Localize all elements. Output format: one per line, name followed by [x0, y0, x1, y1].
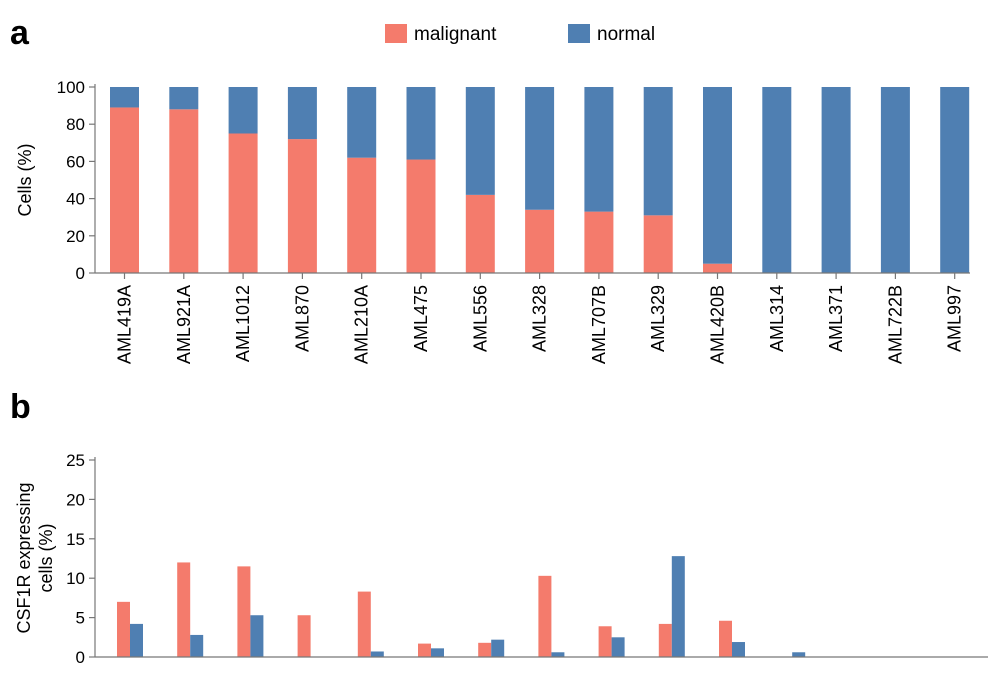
- legend-swatch-malignant: [385, 24, 407, 43]
- chart-a-xtick-label: AML329: [648, 285, 668, 352]
- chart-a-xtick-label: AML707B: [589, 285, 609, 364]
- bar-b-aml329-normal: [671, 556, 685, 657]
- bar-a-aml210a-normal: [347, 87, 377, 158]
- bar-b-aml419a-normal: [130, 623, 143, 657]
- bar-a-aml420b-malignant: [703, 263, 732, 273]
- bar-b-aml328-malignant: [538, 575, 552, 657]
- chart-a-xtick-label: AML420B: [708, 285, 728, 364]
- chart-a-xtick-label: AML210A: [352, 285, 372, 364]
- chart-a-xtick-label: AML475: [411, 285, 431, 352]
- chart-a-ytick-label: 100: [57, 78, 85, 97]
- bar-a-aml707b-normal: [584, 87, 614, 212]
- chart-a-xtick-label: AML722B: [885, 285, 905, 364]
- bar-b-aml556-normal: [491, 639, 505, 657]
- bar-a-aml419a-normal: [110, 87, 139, 108]
- chart-b-ytick-label: 15: [66, 530, 85, 549]
- chart-b-ytick-label: 20: [66, 490, 85, 509]
- legend: malignant normal: [385, 24, 655, 45]
- bar-b-aml419a-malignant: [117, 601, 130, 657]
- chart-a-xtick-label: AML997: [945, 285, 965, 352]
- bar-b-aml707b-normal: [611, 637, 625, 657]
- bar-a-aml328-malignant: [525, 209, 555, 273]
- chart-a-ytick-label: 40: [66, 190, 85, 209]
- panel-b-label: b: [10, 388, 31, 426]
- bar-a-aml870-malignant: [287, 139, 317, 273]
- bar-b-aml707b-malignant: [598, 626, 612, 657]
- bar-a-aml329-normal: [643, 87, 673, 216]
- chart-b-ytick-label: 5: [76, 609, 85, 628]
- bar-b-aml1012-normal: [250, 615, 264, 657]
- bar-a-aml921a-normal: [169, 87, 199, 110]
- chart-a-ytick-label: 20: [66, 227, 85, 246]
- chart-a-xtick-label: AML314: [767, 285, 787, 352]
- bar-a-aml419a-malignant: [110, 107, 139, 274]
- bar-a-aml475-malignant: [406, 159, 436, 273]
- bar-a-aml556-malignant: [465, 194, 495, 273]
- bar-b-aml556-malignant: [478, 642, 492, 657]
- bar-b-aml921a-malignant: [177, 562, 191, 657]
- chart-a-ytick-label: 60: [66, 152, 85, 171]
- bar-b-aml475-malignant: [418, 643, 431, 657]
- chart-a-xtick-label: AML870: [292, 285, 312, 352]
- bar-a-aml420b-normal: [703, 87, 732, 264]
- bar-a-aml1012-malignant: [228, 133, 258, 273]
- bar-b-aml329-malignant: [658, 623, 672, 657]
- chart-a-x-axis: AML419A AML921A AML1012 AML870 AML210A AML475…: [115, 273, 965, 364]
- chart-b-ytick-label: 25: [66, 451, 85, 470]
- chart-a-xtick-label: AML921A: [174, 285, 194, 364]
- chart-b-ytick-label: 0: [76, 648, 85, 667]
- chart-a-xtick-label: AML371: [826, 285, 846, 352]
- panel-a-label: a: [10, 14, 30, 52]
- chart-a-xtick-label: AML556: [470, 285, 490, 352]
- chart-b-ytick-label: 10: [66, 569, 85, 588]
- bar-a-aml475-normal: [406, 87, 436, 160]
- bar-b-aml314-normal: [792, 652, 806, 657]
- chart-a-xtick-label: AML1012: [233, 285, 253, 362]
- bar-a-aml328-normal: [525, 87, 555, 210]
- bar-b-aml475-normal: [431, 648, 444, 657]
- bar-b-aml420b-malignant: [719, 620, 732, 657]
- bar-a-aml870-normal: [287, 87, 317, 140]
- bar-a-aml314-normal: [762, 87, 792, 273]
- chart-a-xtick-label: AML419A: [115, 285, 135, 364]
- bar-b-aml210a-normal: [370, 651, 384, 657]
- chart-a-ytick-label: 80: [66, 115, 85, 134]
- chart-b-ylabel-line1: CSF1R expressing: [14, 482, 34, 633]
- chart-b: CSF1R expressing cells (%) 0 5 10 15 20 25: [14, 451, 988, 667]
- bar-a-aml997-normal: [940, 87, 970, 273]
- bar-b-aml870-malignant: [297, 615, 311, 657]
- bar-b-aml1012-malignant: [237, 566, 251, 657]
- bar-a-aml329-malignant: [643, 215, 673, 273]
- bar-a-aml371-normal: [821, 87, 851, 273]
- bar-a-aml210a-malignant: [347, 157, 377, 273]
- bar-a-aml1012-normal: [228, 87, 258, 134]
- bar-b-aml328-normal: [551, 652, 565, 657]
- bar-a-aml722b-normal: [880, 87, 910, 273]
- chart-b-y-axis: 0 5 10 15 20 25: [66, 451, 95, 667]
- bar-a-aml707b-malignant: [584, 211, 614, 273]
- chart-b-bars: [117, 556, 806, 657]
- chart-a-ytick-label: 0: [76, 264, 85, 283]
- bar-b-aml210a-malignant: [357, 591, 371, 657]
- bar-b-aml420b-normal: [732, 642, 745, 657]
- chart-a-y-axis: 0 20 40 60 80 100: [57, 78, 95, 283]
- bar-b-aml921a-normal: [190, 634, 204, 657]
- legend-label-normal: normal: [597, 24, 655, 45]
- bar-a-aml556-normal: [465, 87, 495, 195]
- chart-a-xtick-label: AML328: [530, 285, 550, 352]
- legend-swatch-normal: [568, 24, 590, 43]
- chart-a-bars: [110, 87, 970, 274]
- legend-label-malignant: malignant: [414, 24, 497, 45]
- chart-b-ylabel-line2: cells (%): [36, 523, 56, 592]
- bar-a-aml921a-malignant: [169, 109, 199, 273]
- chart-a-ylabel: Cells (%): [15, 143, 35, 216]
